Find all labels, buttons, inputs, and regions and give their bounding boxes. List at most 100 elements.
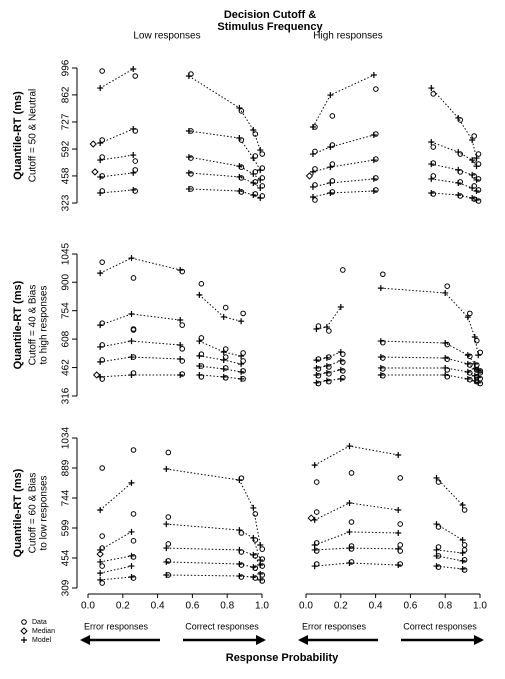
data-point	[240, 310, 246, 317]
median-point	[89, 140, 97, 148]
model-line	[430, 87, 478, 159]
data-point	[380, 372, 386, 379]
data-point	[130, 354, 137, 360]
model-line	[431, 192, 477, 201]
data-point	[99, 342, 105, 348]
model-line	[436, 549, 463, 554]
data-point	[326, 378, 332, 385]
model-line	[312, 74, 375, 128]
model-point	[128, 479, 135, 486]
data-point	[397, 548, 404, 554]
model-line	[166, 468, 261, 546]
data-point	[312, 166, 318, 172]
data-point	[132, 128, 139, 134]
x-tick-label: 0.2	[334, 601, 348, 612]
model-point	[395, 529, 402, 536]
data-point	[252, 511, 259, 517]
data-point	[467, 353, 473, 360]
legend-marker	[21, 619, 27, 625]
data-point	[373, 131, 379, 137]
y-tick-label: 458	[61, 167, 72, 184]
data-point	[444, 356, 451, 362]
data-point	[252, 565, 259, 571]
data-point	[252, 179, 259, 185]
condition-label: Cutoff = 40 & Bias	[28, 285, 39, 366]
model-point	[97, 507, 104, 513]
data-point	[457, 193, 464, 199]
model-point	[370, 72, 377, 79]
model-point	[311, 462, 318, 469]
model-line	[99, 68, 134, 89]
data-point	[252, 553, 259, 559]
model-line	[166, 574, 261, 581]
data-point	[373, 156, 379, 162]
data-point	[477, 370, 484, 376]
model-point	[130, 66, 137, 73]
data-point	[467, 362, 473, 368]
data-point	[130, 538, 137, 544]
y-tick-label: 608	[61, 330, 72, 347]
model-line	[100, 356, 181, 363]
data-point	[238, 175, 245, 181]
data-point	[435, 564, 442, 570]
data-point	[240, 368, 246, 374]
data-point	[238, 530, 245, 536]
data-point	[313, 561, 320, 567]
data-point	[238, 475, 245, 481]
data-point	[340, 351, 346, 357]
model-line	[166, 523, 261, 561]
data-point	[259, 183, 266, 189]
data-point	[461, 557, 468, 563]
x-axis-label: Response Probability	[226, 652, 339, 664]
data-point	[198, 335, 205, 341]
data-point	[340, 267, 346, 273]
legend-marker	[21, 637, 27, 643]
data-point	[165, 572, 172, 578]
data-point	[165, 558, 172, 564]
data-point	[475, 198, 482, 204]
data-point	[435, 553, 442, 559]
data-point	[477, 368, 484, 374]
data-point	[259, 578, 266, 584]
model-point	[163, 545, 170, 552]
data-point	[222, 354, 229, 360]
x-tick-label: 0.8	[438, 601, 452, 612]
model-line	[314, 531, 399, 546]
data-point	[380, 355, 386, 361]
data-point	[99, 68, 105, 74]
model-line	[100, 555, 132, 563]
data-point	[380, 339, 386, 346]
data-point	[252, 191, 259, 197]
data-point	[132, 188, 139, 194]
data-point	[222, 365, 229, 371]
data-point	[326, 364, 332, 370]
model-point	[469, 137, 476, 144]
model-line	[188, 130, 261, 171]
model-point	[128, 255, 135, 262]
data-point	[348, 543, 355, 549]
model-point	[428, 139, 435, 146]
model-line	[99, 482, 132, 511]
data-point	[240, 376, 246, 382]
model-line	[436, 523, 463, 541]
data-point	[99, 154, 105, 160]
data-point	[238, 562, 245, 568]
data-point	[165, 449, 172, 456]
model-point	[177, 317, 184, 324]
data-point	[471, 157, 477, 163]
legend-label: Model	[32, 637, 52, 644]
model-point	[377, 285, 384, 292]
data-point	[397, 561, 404, 567]
data-point	[473, 337, 480, 344]
data-point	[329, 178, 336, 184]
median-point	[92, 371, 101, 379]
y-tick-label: 462	[61, 359, 72, 376]
model-point	[395, 507, 402, 513]
data-point	[435, 544, 442, 550]
data-point	[326, 354, 332, 360]
arrow-label: Correct responses	[185, 621, 259, 631]
data-point	[130, 275, 137, 281]
model-point	[250, 504, 257, 511]
data-point	[188, 128, 194, 134]
data-point	[329, 142, 336, 148]
